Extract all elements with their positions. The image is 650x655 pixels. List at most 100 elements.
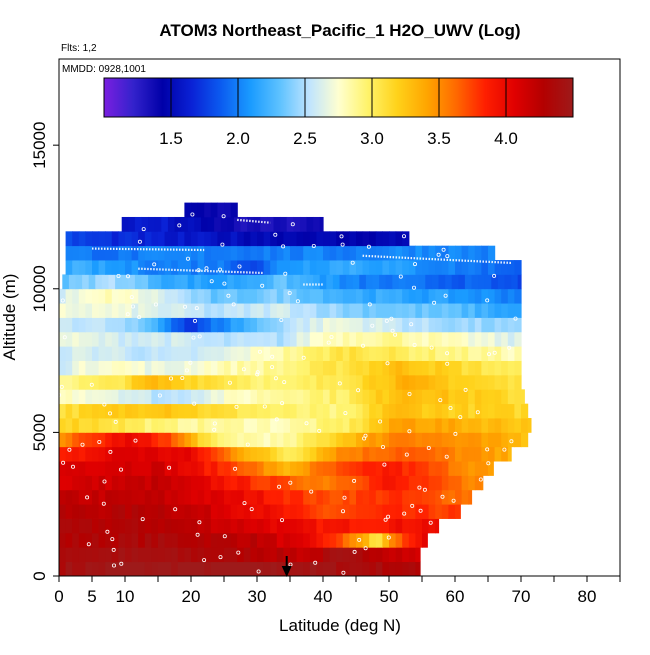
- heatmap-cell: [283, 532, 291, 548]
- heatmap-cell: [514, 360, 522, 376]
- sample-point: [340, 509, 345, 514]
- heatmap-cell: [313, 216, 321, 232]
- heatmap-cell: [336, 360, 344, 376]
- sample-point: [445, 254, 450, 259]
- heatmap-cell: [85, 475, 93, 491]
- sample-point: [255, 372, 260, 377]
- heatmap-cell: [468, 288, 476, 304]
- colorbar-tick-label: 4.0: [494, 129, 518, 148]
- sample-point: [273, 232, 278, 237]
- heatmap-cell: [204, 504, 212, 519]
- heatmap-cell: [303, 389, 311, 405]
- heatmap-cell: [504, 274, 512, 290]
- heatmap-cell: [210, 461, 218, 476]
- heatmap-cell: [356, 561, 364, 576]
- sample-point: [329, 334, 334, 339]
- heatmap-cell: [336, 374, 344, 390]
- heatmap-cell: [488, 461, 494, 476]
- heatmap-cell: [210, 532, 218, 548]
- heatmap-cell: [342, 360, 350, 376]
- heatmap-cell: [151, 518, 159, 534]
- heatmap-cell: [362, 303, 370, 318]
- heatmap-cell: [257, 461, 265, 476]
- heatmap-cell: [184, 346, 192, 361]
- heatmap-cell: [250, 389, 258, 405]
- chart-title: ATOM3 Northeast_Pacific_1 H2O_UWV (Log): [159, 21, 520, 40]
- heatmap-cell: [342, 317, 350, 333]
- heatmap-cell: [184, 389, 192, 405]
- heatmap-cell: [164, 418, 172, 433]
- heatmap-cell: [395, 547, 403, 563]
- heatmap-cell: [362, 532, 370, 548]
- sample-point: [167, 465, 172, 470]
- heatmap-cell: [395, 403, 403, 419]
- heatmap-cell: [283, 418, 291, 433]
- heatmap-cell: [342, 446, 350, 462]
- heatmap-cell: [501, 360, 509, 376]
- heatmap-cell: [65, 260, 73, 275]
- sample-point: [428, 520, 433, 525]
- heatmap-cell: [468, 360, 476, 376]
- heatmap-cell: [78, 231, 86, 247]
- heatmap-cell: [309, 518, 317, 534]
- heatmap-cell: [395, 288, 403, 304]
- heatmap-cell: [369, 231, 377, 247]
- heatmap-cell: [402, 518, 410, 534]
- heatmap-cell: [290, 389, 298, 405]
- heatmap-cell: [369, 245, 377, 261]
- heatmap-cell: [59, 346, 67, 361]
- heatmap-cell: [263, 260, 271, 275]
- heatmap-cell: [435, 418, 443, 433]
- heatmap-cell: [309, 303, 317, 318]
- heatmap-cell: [408, 303, 416, 318]
- heatmap-cell: [395, 303, 403, 318]
- heatmap-cell: [296, 346, 304, 361]
- heatmap-cell: [191, 231, 199, 247]
- sample-point: [234, 404, 239, 409]
- heatmap-cell: [461, 418, 469, 433]
- heatmap-cell: [441, 245, 449, 261]
- heatmap-cell: [65, 346, 73, 361]
- heatmap-cell: [263, 403, 271, 419]
- heatmap-cell: [323, 245, 331, 261]
- heatmap-cell: [177, 288, 185, 304]
- heatmap-cell: [131, 418, 139, 433]
- heatmap-cell: [402, 504, 410, 519]
- heatmap-cell: [65, 547, 73, 563]
- heatmap-cell: [250, 432, 258, 448]
- heatmap-cell: [111, 360, 119, 376]
- heatmap-cell: [303, 288, 311, 304]
- heatmap-cell: [210, 547, 218, 563]
- x-tick-label: 10: [116, 587, 135, 606]
- heatmap-cell: [266, 216, 275, 232]
- heatmap-cell: [138, 475, 146, 491]
- heatmap-cell: [342, 418, 350, 433]
- heatmap-cell: [260, 274, 268, 290]
- heatmap-cell: [177, 489, 185, 505]
- sample-point: [282, 380, 287, 385]
- heatmap-cell: [474, 245, 482, 261]
- heatmap-cell: [131, 389, 139, 405]
- heatmap-cell: [72, 489, 80, 505]
- heatmap-cell: [441, 461, 449, 476]
- heatmap-cell: [85, 547, 93, 563]
- heatmap-cell: [138, 360, 146, 376]
- heatmap-cell: [204, 518, 212, 534]
- heatmap-cell: [507, 317, 515, 333]
- heatmap-cell: [191, 288, 199, 304]
- heatmap-cell: [158, 504, 166, 519]
- heatmap-cell: [448, 504, 456, 519]
- heatmap-cell: [151, 504, 159, 519]
- heatmap-cell: [303, 547, 311, 563]
- heatmap-cell: [171, 504, 179, 519]
- heatmap-cell: [408, 331, 416, 347]
- heatmap-cell: [369, 461, 377, 476]
- heatmap-cell: [105, 418, 113, 433]
- heatmap-cell: [441, 303, 449, 318]
- heatmap-cell: [329, 518, 337, 534]
- heatmap-cell: [125, 231, 133, 247]
- heatmap-cell: [448, 288, 456, 304]
- heatmap-cell: [501, 446, 509, 462]
- heatmap-cell: [488, 432, 496, 448]
- heatmap-cell: [323, 317, 331, 333]
